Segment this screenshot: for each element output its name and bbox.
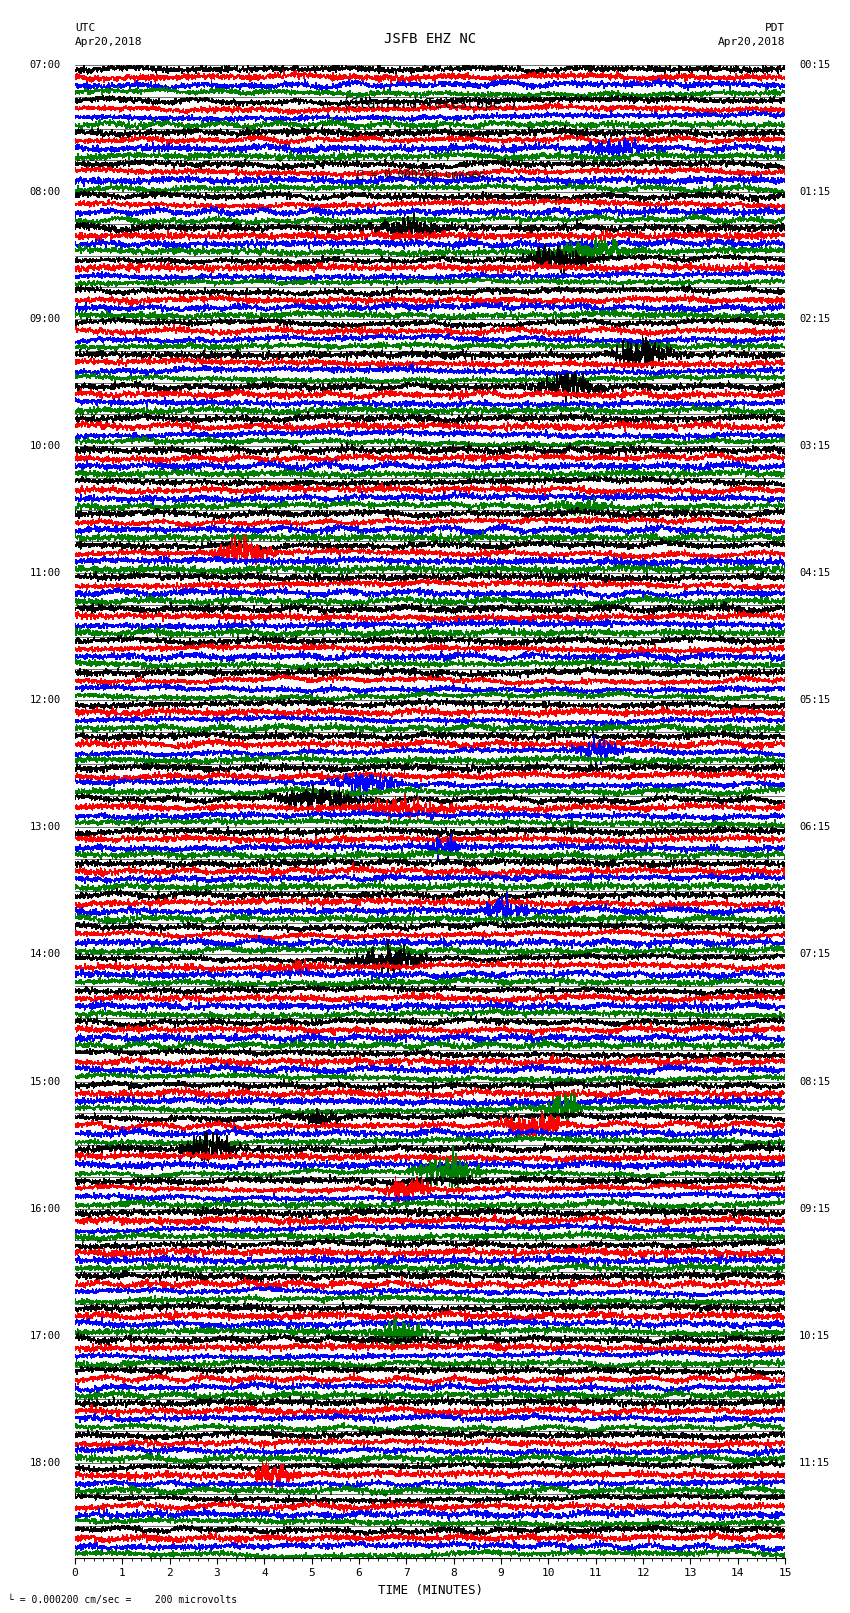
Text: 17:00: 17:00 xyxy=(30,1331,61,1340)
Text: (Stanford Telescope ): (Stanford Telescope ) xyxy=(342,97,518,111)
Text: 10:00: 10:00 xyxy=(30,442,61,452)
Text: Apr20,2018: Apr20,2018 xyxy=(717,37,785,47)
Text: 01:15: 01:15 xyxy=(799,187,830,197)
Text: JSFB EHZ NC: JSFB EHZ NC xyxy=(384,32,476,47)
X-axis label: TIME (MINUTES): TIME (MINUTES) xyxy=(377,1584,483,1597)
Text: 16:00: 16:00 xyxy=(30,1203,61,1213)
Text: 13:00: 13:00 xyxy=(30,823,61,832)
Text: 08:00: 08:00 xyxy=(30,187,61,197)
Text: 10:15: 10:15 xyxy=(799,1331,830,1340)
Text: 07:00: 07:00 xyxy=(30,60,61,69)
Text: UTC: UTC xyxy=(75,23,95,32)
Text: ⎹ = 0.000200 cm/sec: ⎹ = 0.000200 cm/sec xyxy=(357,169,485,179)
Text: └ = 0.000200 cm/sec =    200 microvolts: └ = 0.000200 cm/sec = 200 microvolts xyxy=(8,1595,238,1605)
Text: 11:00: 11:00 xyxy=(30,568,61,577)
Text: 15:00: 15:00 xyxy=(30,1076,61,1087)
Text: 08:15: 08:15 xyxy=(799,1076,830,1087)
Text: PDT: PDT xyxy=(765,23,785,32)
Text: 03:15: 03:15 xyxy=(799,442,830,452)
Text: 05:15: 05:15 xyxy=(799,695,830,705)
Text: 02:15: 02:15 xyxy=(799,315,830,324)
Text: 09:15: 09:15 xyxy=(799,1203,830,1213)
Text: 14:00: 14:00 xyxy=(30,950,61,960)
Text: 04:15: 04:15 xyxy=(799,568,830,577)
Text: 09:00: 09:00 xyxy=(30,315,61,324)
Text: 06:15: 06:15 xyxy=(799,823,830,832)
Text: 07:15: 07:15 xyxy=(799,950,830,960)
Text: 12:00: 12:00 xyxy=(30,695,61,705)
Text: 00:15: 00:15 xyxy=(799,60,830,69)
Text: Apr20,2018: Apr20,2018 xyxy=(75,37,143,47)
Text: 11:15: 11:15 xyxy=(799,1458,830,1468)
Text: 18:00: 18:00 xyxy=(30,1458,61,1468)
